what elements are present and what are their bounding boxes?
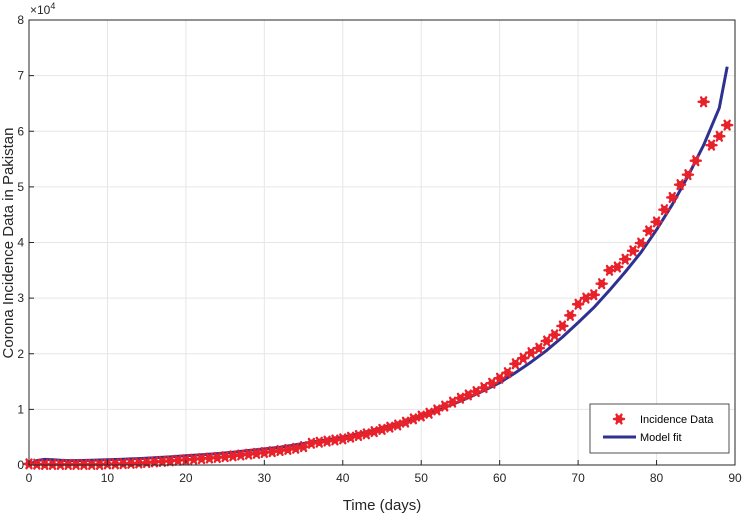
data-point [265, 446, 279, 458]
data-point [618, 253, 632, 265]
data-point [501, 367, 514, 379]
data-point [564, 309, 577, 321]
data-point [242, 448, 255, 460]
data-point [634, 237, 648, 249]
data-point [697, 96, 710, 108]
y-tick-label: 2 [17, 347, 24, 361]
data-point [289, 442, 302, 454]
data-point [469, 386, 483, 398]
data-point [548, 329, 561, 341]
data-point [234, 449, 248, 461]
data-point [446, 396, 459, 408]
grid [29, 20, 735, 465]
data-point [666, 191, 679, 203]
x-axis-label: Time (days) [343, 497, 422, 514]
data-point [38, 458, 51, 470]
y-axis-label: Corona Incidence Data in Pakistan [0, 128, 17, 359]
data-point [517, 352, 530, 364]
data-point [595, 278, 608, 290]
data-point [689, 155, 702, 167]
data-point [658, 204, 671, 216]
x-tick-label: 90 [728, 471, 742, 485]
x-tick-label: 80 [650, 471, 664, 485]
data-point [493, 372, 506, 384]
legend: Incidence Data Model fit [589, 403, 730, 454]
x-tick-label: 40 [336, 471, 350, 485]
data-point [297, 441, 310, 453]
data-point [532, 342, 546, 354]
legend-box [589, 403, 730, 454]
y-exponent-power: 4 [50, 1, 55, 11]
data-point [705, 139, 718, 151]
data-point [226, 450, 240, 462]
data-point [603, 264, 616, 276]
data-point [713, 130, 726, 142]
x-tick-label: 0 [26, 471, 33, 485]
data-point [485, 377, 499, 389]
x-tick-label: 30 [258, 471, 272, 485]
legend-marker-icon [612, 413, 626, 425]
data-point [650, 216, 663, 228]
y-exponent-label: ×104 [30, 1, 55, 17]
data-point [626, 245, 640, 257]
data-point [163, 455, 177, 467]
data-point [179, 454, 193, 466]
data-point [509, 358, 522, 370]
y-tick-label: 5 [17, 180, 24, 194]
data-point [211, 451, 224, 464]
incidence-data-series [22, 96, 734, 470]
data-point [46, 458, 59, 470]
data-point [673, 179, 687, 191]
x-tick-label: 60 [493, 471, 507, 485]
data-point [477, 382, 491, 394]
data-point [422, 407, 436, 419]
y-exponent-base: ×10 [30, 3, 51, 17]
data-point [93, 458, 106, 470]
x-tick-label: 20 [179, 471, 193, 485]
data-point [171, 454, 185, 466]
legend-marker-glyph [612, 413, 626, 425]
data-point [579, 292, 593, 304]
data-point [454, 392, 467, 404]
legend-label-incidence: Incidence Data [640, 414, 714, 426]
data-point [203, 452, 216, 464]
data-point [571, 298, 585, 310]
data-point [375, 423, 389, 435]
data-point [681, 169, 695, 181]
axis-ticks: 0 10 20 30 40 50 60 70 80 90 0 1 2 3 4 5 6 7 8 [17, 13, 742, 485]
y-tick-label: 8 [17, 13, 24, 27]
data-point [462, 389, 475, 401]
data-point [524, 347, 538, 359]
data-point [556, 320, 569, 332]
x-tick-label: 70 [571, 471, 585, 485]
x-tick-label: 50 [415, 471, 429, 485]
data-point [587, 289, 600, 301]
data-point [540, 335, 553, 347]
legend-label-model: Model fit [640, 432, 682, 444]
data-point [438, 400, 451, 412]
data-point [399, 416, 412, 428]
y-tick-label: 4 [17, 236, 24, 250]
data-point [218, 451, 232, 463]
data-point [85, 458, 98, 470]
data-point [720, 119, 734, 131]
x-tick-label: 10 [101, 471, 115, 485]
data-point [642, 225, 655, 237]
y-tick-label: 3 [17, 291, 24, 305]
y-tick-label: 0 [17, 458, 24, 472]
y-tick-label: 6 [17, 124, 24, 138]
y-tick-label: 1 [17, 402, 24, 416]
y-tick-label: 7 [17, 69, 24, 83]
data-point [156, 455, 169, 467]
data-point [430, 404, 444, 416]
data-point [611, 261, 624, 273]
